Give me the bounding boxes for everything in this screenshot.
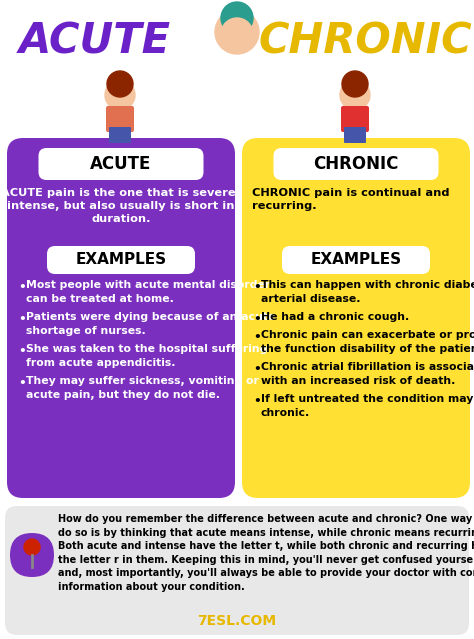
Text: Most people with acute mental disorder: Most people with acute mental disorder — [26, 280, 270, 290]
Circle shape — [342, 71, 368, 97]
Text: EXAMPLES: EXAMPLES — [75, 252, 166, 268]
FancyBboxPatch shape — [5, 506, 469, 635]
Text: Chronic atrial fibrillation is associated: Chronic atrial fibrillation is associate… — [261, 362, 474, 373]
Text: Patients were dying because of an acute: Patients were dying because of an acute — [26, 312, 275, 322]
FancyBboxPatch shape — [10, 533, 54, 577]
Text: •: • — [253, 281, 261, 294]
Circle shape — [340, 80, 370, 110]
Text: If left untreated the condition may become: If left untreated the condition may beco… — [261, 394, 474, 404]
FancyBboxPatch shape — [273, 148, 438, 180]
Text: •: • — [18, 281, 26, 294]
Text: with an increased risk of death.: with an increased risk of death. — [261, 376, 456, 386]
Text: CHRONIC pain is continual and recurring.: CHRONIC pain is continual and recurring. — [252, 188, 449, 212]
Text: He had a chronic cough.: He had a chronic cough. — [261, 312, 409, 322]
Text: •: • — [253, 332, 261, 344]
Circle shape — [221, 18, 253, 50]
Text: arterial disease.: arterial disease. — [261, 293, 361, 304]
Text: •: • — [18, 377, 26, 390]
Text: chronic.: chronic. — [261, 408, 310, 418]
Text: EXAMPLES: EXAMPLES — [310, 252, 401, 268]
FancyBboxPatch shape — [242, 138, 470, 498]
Text: •: • — [18, 313, 26, 326]
Circle shape — [215, 10, 259, 54]
FancyBboxPatch shape — [344, 127, 366, 143]
FancyBboxPatch shape — [106, 106, 134, 132]
Text: acute pain, but they do not die.: acute pain, but they do not die. — [26, 390, 220, 399]
Circle shape — [107, 71, 133, 97]
Text: ACUTE: ACUTE — [19, 21, 171, 63]
FancyBboxPatch shape — [47, 246, 195, 274]
Text: the function disability of the patients.: the function disability of the patients. — [261, 344, 474, 354]
Circle shape — [24, 539, 40, 555]
Text: shortage of nurses.: shortage of nurses. — [26, 325, 146, 335]
FancyBboxPatch shape — [38, 148, 203, 180]
Circle shape — [221, 2, 253, 34]
Text: •: • — [253, 313, 261, 326]
Text: She was taken to the hospital suffering: She was taken to the hospital suffering — [26, 344, 267, 354]
Text: CHRONIC: CHRONIC — [258, 21, 472, 63]
FancyBboxPatch shape — [7, 138, 235, 498]
Text: How do you remember the difference between acute and chronic? One way to
do so i: How do you remember the difference betwe… — [58, 514, 474, 592]
Text: •: • — [253, 364, 261, 376]
Circle shape — [105, 80, 135, 110]
Text: 7ESL.COM: 7ESL.COM — [198, 614, 276, 628]
Text: can be treated at home.: can be treated at home. — [26, 293, 174, 304]
Text: •: • — [253, 396, 261, 408]
FancyBboxPatch shape — [341, 106, 369, 132]
Text: •: • — [18, 345, 26, 358]
FancyBboxPatch shape — [109, 127, 131, 143]
Text: CHRONIC: CHRONIC — [313, 155, 399, 173]
Text: They may suffer sickness, vomiting or: They may suffer sickness, vomiting or — [26, 376, 259, 386]
Text: from acute appendicitis.: from acute appendicitis. — [26, 357, 175, 367]
Text: This can happen with chronic diabetes or: This can happen with chronic diabetes or — [261, 280, 474, 290]
Text: Chronic pain can exacerbate or prolong: Chronic pain can exacerbate or prolong — [261, 330, 474, 341]
FancyBboxPatch shape — [282, 246, 430, 274]
Text: ACUTE pain is the one that is severe,
intense, but also usually is short in
dura: ACUTE pain is the one that is severe, in… — [1, 188, 240, 224]
Text: ACUTE: ACUTE — [91, 155, 152, 173]
